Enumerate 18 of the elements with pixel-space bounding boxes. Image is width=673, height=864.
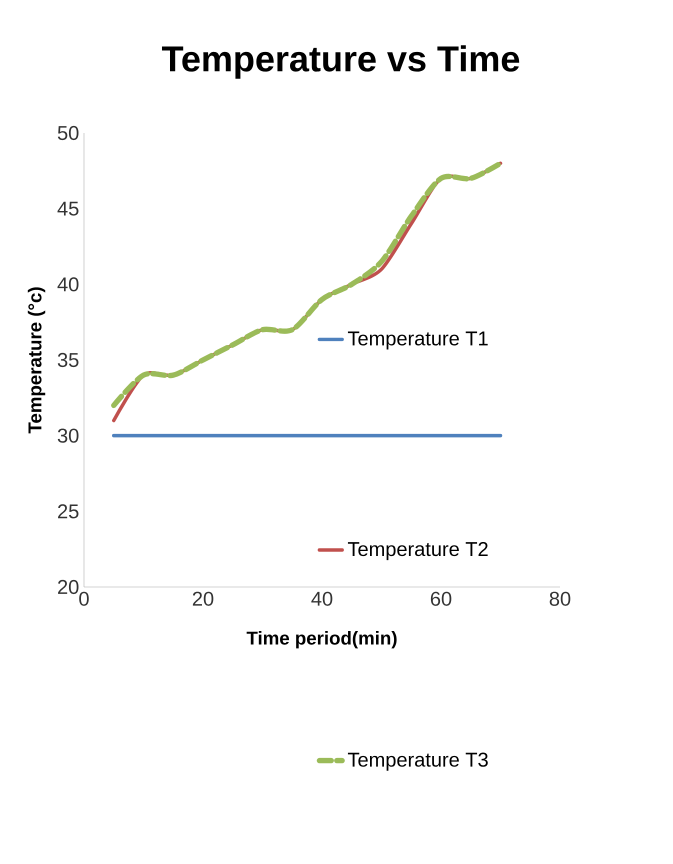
y-tick-label: 25 — [58, 504, 78, 518]
y-tick-label: 40 — [58, 277, 78, 292]
y-tick-label: 20 — [58, 580, 78, 594]
y-tick-label: 45 — [58, 202, 78, 216]
y-tick-label: 35 — [58, 352, 78, 368]
x-tick-label: 80 — [550, 592, 570, 606]
x-axis-title: Time period(min) — [246, 631, 397, 648]
y-tick-label: 50 — [58, 126, 78, 140]
legend-label: Temperature T3 — [348, 752, 488, 771]
x-tick-label: 60 — [430, 592, 452, 606]
y-axis-title: Temperature (°c) — [28, 287, 46, 434]
x-tick-label: 40 — [311, 592, 332, 606]
legend-label: Temperature T1 — [348, 332, 488, 350]
legend-label: Temperature T2 — [348, 542, 488, 560]
y-tick-label: 30 — [58, 428, 78, 443]
chart-title: Temperature vs Time — [162, 45, 520, 79]
x-tick-label: 0 — [79, 592, 89, 606]
x-tick-label: 20 — [192, 592, 214, 606]
